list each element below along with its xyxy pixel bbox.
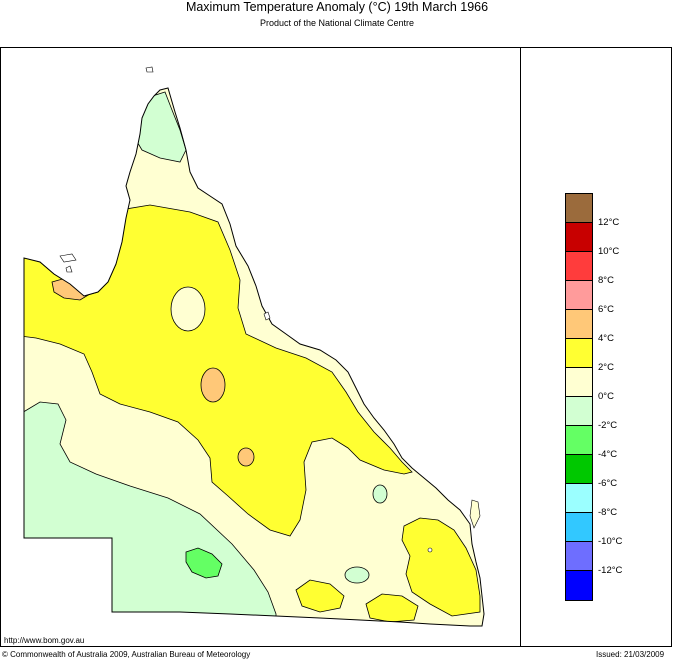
legend-label-10: 10°C xyxy=(598,246,620,257)
footer-url[interactable]: http://www.bom.gov.au xyxy=(4,636,85,645)
footer-copyright: © Commonwealth of Australia 2009, Austra… xyxy=(2,650,251,659)
anomaly-zone-minus2-0 xyxy=(185,547,223,579)
legend-swatch-minus10 xyxy=(565,542,593,571)
anomaly-zone-4-6-south1 xyxy=(295,579,345,613)
island-1 xyxy=(145,66,154,73)
legend-divider xyxy=(520,47,521,647)
legend-label-6: 6°C xyxy=(598,304,614,315)
legend-label-minus10: -10°C xyxy=(598,536,623,547)
legend-label-minus6: -6°C xyxy=(598,478,618,489)
legend-swatch-minus12 xyxy=(565,571,593,601)
map-subtitle: Product of the National Climate Centre xyxy=(259,18,415,28)
map-frame xyxy=(0,47,672,647)
legend-label-minus2: -2°C xyxy=(598,420,618,431)
island-5 xyxy=(427,547,433,553)
legend-label-2: 2°C xyxy=(598,362,614,373)
anomaly-zone-0-2-se2 xyxy=(344,566,370,584)
legend-label-12: 12°C xyxy=(598,217,620,228)
anomaly-zone-2-4-pocket xyxy=(170,286,206,332)
legend-swatch-minus4 xyxy=(565,455,593,484)
island-3 xyxy=(65,265,73,273)
anomaly-zone-4-6-south2 xyxy=(365,593,419,623)
legend-swatch-minus8 xyxy=(565,513,593,542)
island-2 xyxy=(59,253,77,263)
fraser-island xyxy=(469,499,481,529)
legend-swatch-6 xyxy=(565,310,593,339)
legend-label-minus8: -8°C xyxy=(598,507,618,518)
legend-label-4: 4°C xyxy=(598,333,614,344)
legend-swatch-10 xyxy=(565,252,593,281)
anomaly-zone-0-2-se1 xyxy=(372,484,388,504)
legend-swatch-2 xyxy=(565,368,593,397)
legend-swatch-4 xyxy=(565,339,593,368)
legend-swatch-top xyxy=(565,193,593,223)
legend-swatch-minus2 xyxy=(565,426,593,455)
anomaly-zone-4-6-southeast xyxy=(401,517,481,617)
map-title: Maximum Temperature Anomaly (°C) 19th Ma… xyxy=(185,0,489,14)
legend-swatch-8 xyxy=(565,281,593,310)
legend-swatch-minus6 xyxy=(565,484,593,513)
legend-swatch-0 xyxy=(565,397,593,426)
legend-swatch-12 xyxy=(565,223,593,252)
legend-label-minus12: -12°C xyxy=(598,565,623,576)
legend-label-minus4: -4°C xyxy=(598,449,618,460)
anomaly-zone-6-8-central xyxy=(200,367,226,403)
footer-issued: Issued: 21/03/2009 xyxy=(596,650,665,659)
legend-label-8: 8°C xyxy=(598,275,614,286)
island-4 xyxy=(263,311,271,321)
anomaly-zone-6-8-south xyxy=(237,447,255,467)
legend-label-0: 0°C xyxy=(598,391,614,402)
